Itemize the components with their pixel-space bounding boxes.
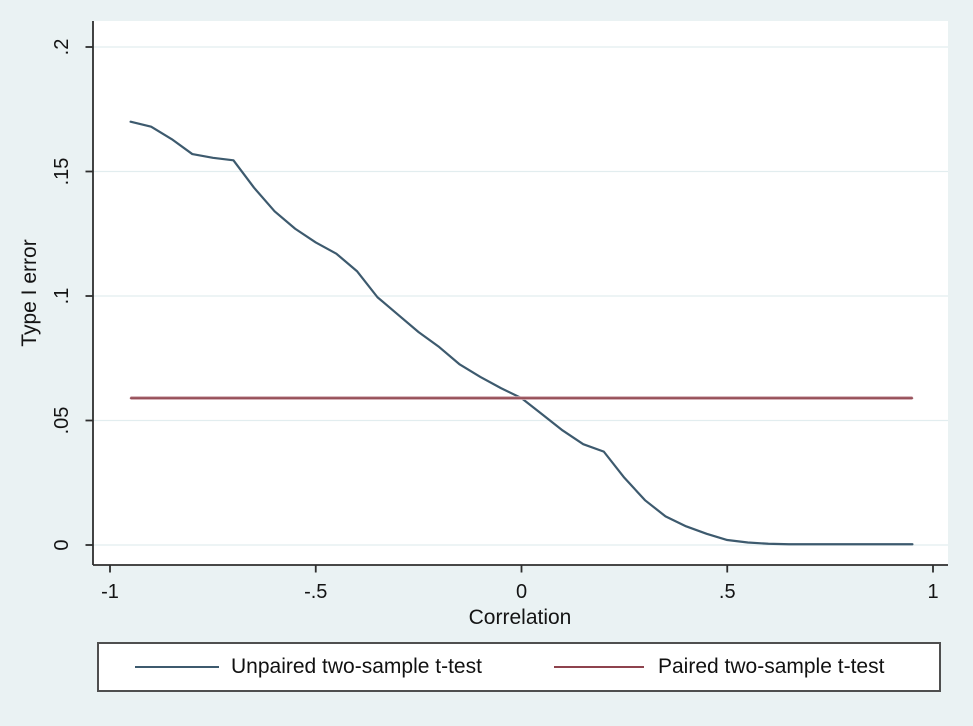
legend-label-paired: Paired two-sample t-test <box>658 655 885 678</box>
legend: Unpaired two-sample t-test Paired two-sa… <box>97 642 941 692</box>
x-tick-label: -1 <box>101 581 119 603</box>
y-axis-title: Type I error <box>18 239 41 346</box>
x-tick-label: 0 <box>516 581 527 603</box>
x-tick-label: 1 <box>927 581 938 603</box>
legend-swatch-unpaired <box>135 666 219 668</box>
x-tick-label: .5 <box>719 581 736 603</box>
legend-label-unpaired: Unpaired two-sample t-test <box>231 655 482 678</box>
y-tick-label: .05 <box>51 407 73 435</box>
y-tick-label: .1 <box>51 288 73 305</box>
y-tick-label: .15 <box>51 158 73 186</box>
x-tick-label: -.5 <box>304 581 327 603</box>
y-tick-label: 0 <box>51 539 73 550</box>
tick-labels: 0 .05 .1 .15 .2 -1 -.5 0 .5 1 <box>51 39 939 603</box>
axes <box>85 21 948 573</box>
y-tick-label: .2 <box>51 39 73 56</box>
legend-swatch-paired <box>554 666 644 668</box>
series-lines <box>129 120 914 546</box>
plot-area <box>93 21 948 565</box>
x-axis-title: Correlation <box>469 606 572 629</box>
